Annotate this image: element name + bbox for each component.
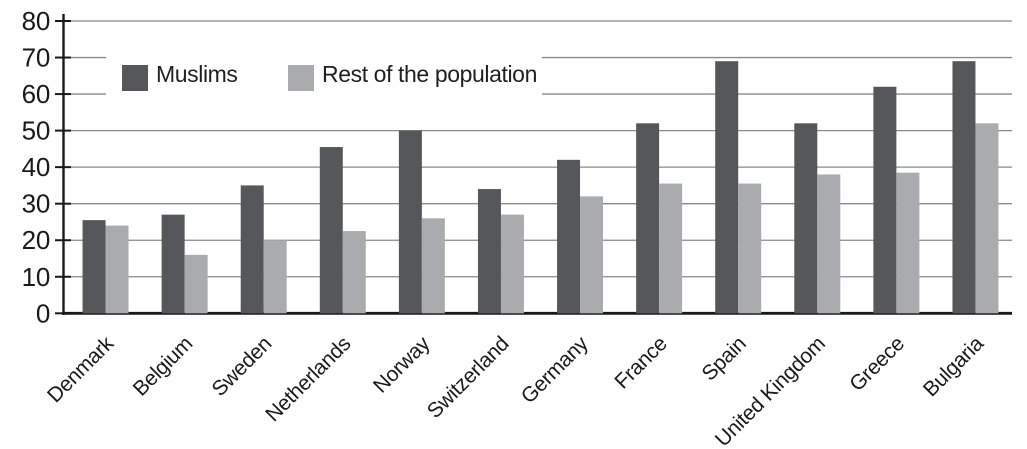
bar-muslims-denmark xyxy=(82,220,106,314)
bar-rest-of-the-population-switzerland xyxy=(500,214,524,314)
y-axis-label-80: 80 xyxy=(22,6,50,36)
x-axis-label-france: France xyxy=(610,332,671,393)
x-axis-label-bulgaria: Bulgaria xyxy=(919,332,988,401)
x-axis-label-belgium: Belgium xyxy=(129,332,197,400)
x-axis-label-sweden: Sweden xyxy=(208,332,277,401)
y-axis-label-40: 40 xyxy=(22,152,50,182)
bar-rest-of-the-population-spain xyxy=(738,183,762,314)
bar-muslims-netherlands xyxy=(319,147,343,314)
bar-muslims-france xyxy=(636,123,660,314)
legend-label-rest-of-population: Rest of the population xyxy=(322,61,537,87)
bar-rest-of-the-population-sweden xyxy=(263,240,287,314)
bar-rest-of-the-population-united-kingdom xyxy=(817,174,841,314)
x-axis-label-switzerland: Switzerland xyxy=(423,332,514,423)
legend-label-muslims: Muslims xyxy=(156,61,238,87)
bar-muslims-belgium xyxy=(161,214,185,314)
y-axis-label-20: 20 xyxy=(22,225,50,255)
bar-rest-of-the-population-france xyxy=(659,183,683,314)
y-axis-label-30: 30 xyxy=(22,189,50,219)
bar-muslims-united-kingdom xyxy=(794,123,818,314)
bar-muslims-germany xyxy=(557,159,581,314)
legend-swatch-muslims xyxy=(122,65,148,91)
legend: Muslims Rest of the population xyxy=(106,48,542,100)
bar-rest-of-the-population-belgium xyxy=(184,254,208,314)
y-axis-label-10: 10 xyxy=(22,262,50,292)
bar-muslims-spain xyxy=(715,61,739,314)
bar-rest-of-the-population-norway xyxy=(421,218,445,314)
bar-muslims-norway xyxy=(398,130,422,314)
bar-rest-of-the-population-netherlands xyxy=(342,231,366,314)
bar-rest-of-the-population-germany xyxy=(580,196,604,314)
bar-muslims-sweden xyxy=(240,185,264,314)
y-axis-label-60: 60 xyxy=(22,79,50,109)
bar-rest-of-the-population-denmark xyxy=(105,225,129,314)
x-axis-label-norway: Norway xyxy=(369,332,435,398)
y-axis-label-70: 70 xyxy=(22,43,50,73)
bar-muslims-greece xyxy=(873,86,897,314)
bar-rest-of-the-population-greece xyxy=(896,172,920,314)
legend-swatch-rest-of-population xyxy=(288,65,314,91)
x-axis-label-denmark: Denmark xyxy=(43,332,119,408)
bar-muslims-bulgaria xyxy=(952,61,976,314)
x-axis-label-netherlands: Netherlands xyxy=(261,332,355,426)
y-axis-label-0: 0 xyxy=(36,298,50,328)
bar-rest-of-the-population-bulgaria xyxy=(975,123,999,314)
y-axis-label-50: 50 xyxy=(22,116,50,146)
x-axis-label-spain: Spain xyxy=(698,332,751,385)
x-axis-label-germany: Germany xyxy=(517,332,593,408)
bar-muslims-switzerland xyxy=(477,189,501,314)
x-axis-label-greece: Greece xyxy=(845,332,909,396)
